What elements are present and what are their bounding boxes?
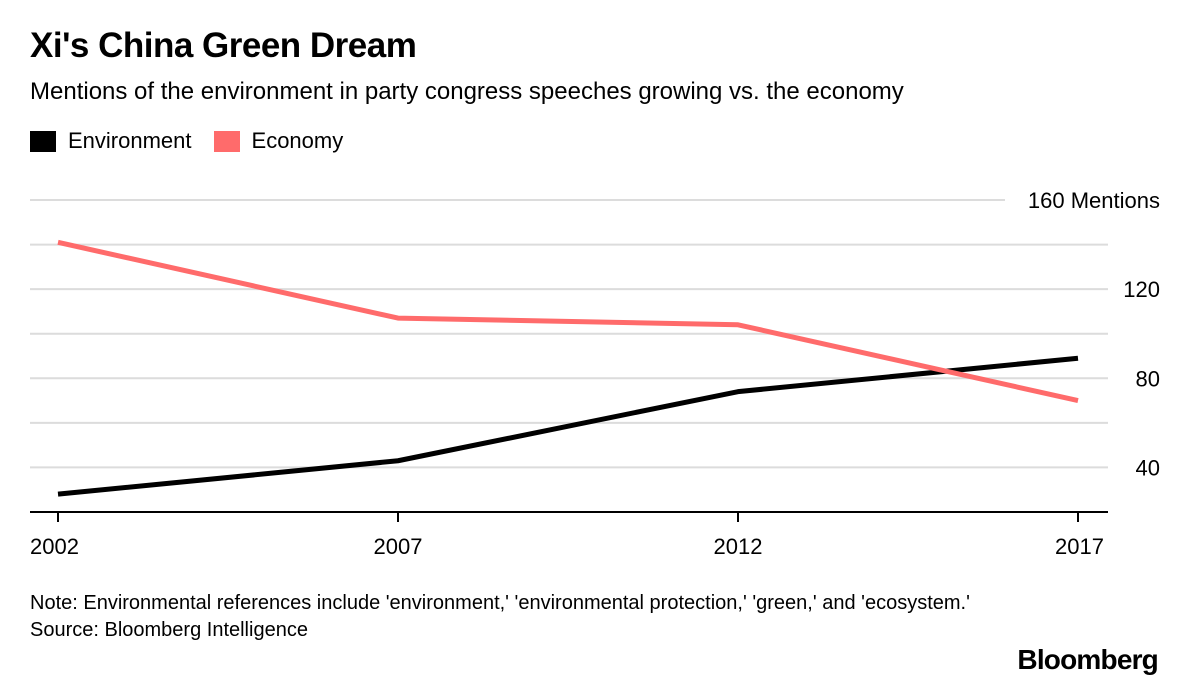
legend-item-economy: Economy: [213, 128, 344, 154]
y-tick-label-80: 80: [1136, 366, 1160, 391]
legend-item-environment: Environment: [30, 128, 192, 154]
x-tick-label-2007: 2007: [374, 534, 423, 559]
source-text: Source: Bloomberg Intelligence: [30, 619, 308, 641]
legend: Environment Economy: [30, 128, 365, 154]
y-tick-label-160: 160 Mentions: [1028, 188, 1160, 213]
legend-label-economy: Economy: [251, 128, 344, 153]
legend-swatch-environment: [30, 130, 56, 152]
line-chart: 40 80 120 160 Mentions 2002 2007 2012 2017: [30, 188, 1160, 559]
series-line-economy: [57, 239, 1079, 404]
legend-label-environment: Environment: [68, 128, 192, 153]
bloomberg-logo: Bloomberg: [1017, 644, 1158, 675]
footnote: Note: Environmental references include '…: [30, 590, 1030, 644]
x-tick-label-2012: 2012: [714, 534, 763, 559]
chart-title: Xi's China Green Dream: [30, 26, 417, 65]
chart-subtitle: Mentions of the environment in party con…: [30, 78, 904, 105]
y-tick-label-120: 120: [1123, 277, 1160, 302]
legend-swatch-economy: [213, 130, 240, 152]
series-line-environment: [57, 355, 1079, 497]
y-tick-label-40: 40: [1136, 455, 1160, 480]
x-tick-label-2002: 2002: [30, 534, 79, 559]
note-text: Note: Environmental references include '…: [30, 592, 970, 614]
x-tick-label-2017: 2017: [1055, 534, 1104, 559]
